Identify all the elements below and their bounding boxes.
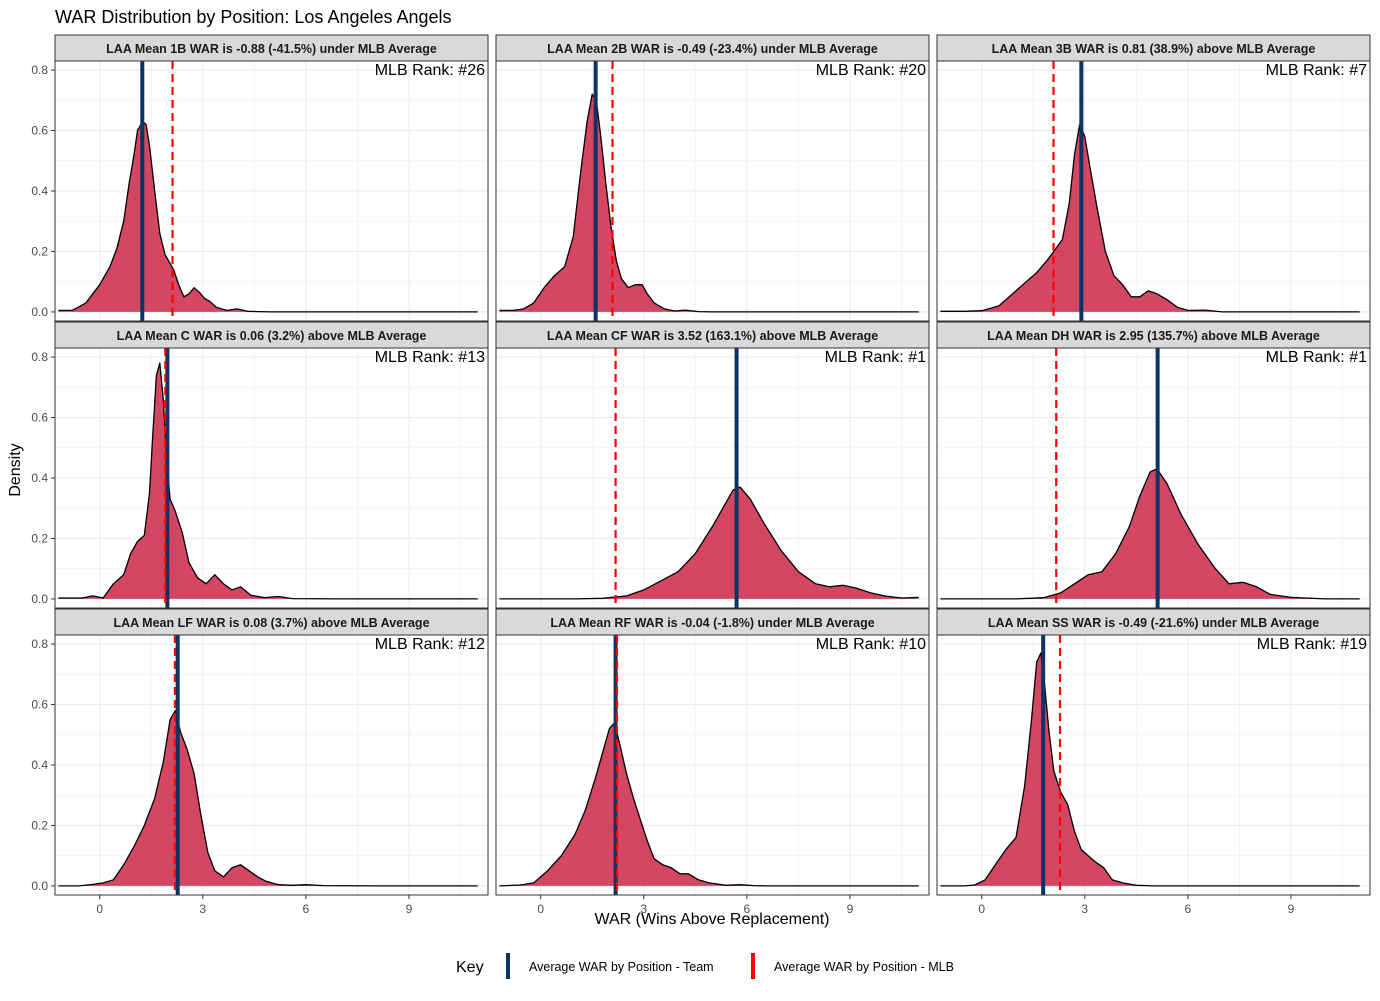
- density-area: [499, 722, 919, 886]
- y-tick-label: 0.4: [31, 758, 48, 772]
- legend-label-team: Average WAR by Position - Team: [529, 960, 714, 974]
- y-tick-label: 0.0: [31, 879, 48, 893]
- facet-panel: LAA Mean 3B WAR is 0.81 (38.9%) above ML…: [936, 34, 1371, 322]
- facet-strip-label: LAA Mean 3B WAR is 0.81 (38.9%) above ML…: [992, 42, 1316, 56]
- panel-border: [936, 347, 1371, 609]
- mlb-rank-label: MLB Rank: #12: [375, 636, 485, 653]
- facet-panel: LAA Mean DH WAR is 2.95 (135.7%) above M…: [936, 321, 1371, 609]
- density-curve: [940, 123, 1360, 313]
- y-tick-label: 0.4: [31, 184, 48, 198]
- x-tick-label: 6: [303, 902, 310, 916]
- density-curve: [499, 93, 919, 313]
- facet-panels: LAA Mean 1B WAR is -0.88 (-41.5%) under …: [31, 34, 1371, 916]
- facet-strip-label: LAA Mean LF WAR is 0.08 (3.7%) above MLB…: [113, 616, 429, 630]
- y-tick-label: 0.0: [31, 592, 48, 606]
- facet-panel: LAA Mean CF WAR is 3.52 (163.1%) above M…: [495, 321, 930, 609]
- facet-strip: [54, 34, 489, 62]
- y-tick-label: 0.8: [31, 637, 48, 651]
- density-curve: [58, 362, 478, 600]
- x-tick-label: 9: [1288, 902, 1295, 916]
- facet-panel: LAA Mean LF WAR is 0.08 (3.7%) above MLB…: [31, 608, 489, 916]
- legend-label-mlb: Average WAR by Position - MLB: [774, 960, 954, 974]
- facet-strip: [495, 321, 930, 349]
- facet-strip: [54, 608, 489, 636]
- chart-title: WAR Distribution by Position: Los Angele…: [55, 7, 452, 27]
- panel-border: [495, 634, 930, 896]
- y-tick-label: 0.6: [31, 698, 48, 712]
- density-area: [499, 487, 919, 599]
- x-tick-label: 3: [1081, 902, 1088, 916]
- facet-panel: LAA Mean 1B WAR is -0.88 (-41.5%) under …: [31, 34, 489, 322]
- panel-border: [495, 347, 930, 609]
- y-tick-label: 0.6: [31, 124, 48, 138]
- y-tick-label: 0.2: [31, 818, 48, 832]
- y-tick-label: 0.6: [31, 411, 48, 425]
- panel-border: [936, 60, 1371, 322]
- density-curve: [499, 486, 919, 600]
- mlb-rank-label: MLB Rank: #13: [375, 349, 485, 366]
- y-tick-label: 0.8: [31, 63, 48, 77]
- density-area: [58, 121, 478, 312]
- density-area: [940, 124, 1360, 312]
- mlb-rank-label: MLB Rank: #7: [1266, 62, 1367, 79]
- density-area: [58, 363, 478, 599]
- facet-panel: LAA Mean RF WAR is -0.04 (-1.8%) under M…: [495, 608, 930, 916]
- mlb-rank-label: MLB Rank: #1: [825, 349, 926, 366]
- mlb-rank-label: MLB Rank: #26: [375, 62, 485, 79]
- x-tick-label: 0: [96, 902, 103, 916]
- density-curve: [58, 709, 478, 887]
- x-axis-label: WAR (Wins Above Replacement): [594, 911, 829, 928]
- density-area: [940, 468, 1360, 599]
- y-axis-label: Density: [7, 443, 24, 496]
- facet-strip: [54, 321, 489, 349]
- x-tick-label: 3: [640, 902, 647, 916]
- x-tick-label: 6: [1185, 902, 1192, 916]
- y-tick-label: 0.4: [31, 471, 48, 485]
- facet-strip-label: LAA Mean C WAR is 0.06 (3.2%) above MLB …: [117, 329, 427, 343]
- facet-strip-label: LAA Mean DH WAR is 2.95 (135.7%) above M…: [987, 329, 1320, 343]
- legend-title: Key: [456, 959, 484, 976]
- x-tick-label: 9: [406, 902, 413, 916]
- facet-strip-label: LAA Mean 2B WAR is -0.49 (-23.4%) under …: [547, 42, 878, 56]
- facet-strip: [936, 608, 1371, 636]
- x-tick-label: 0: [537, 902, 544, 916]
- mlb-rank-label: MLB Rank: #1: [1266, 349, 1367, 366]
- facet-panel: LAA Mean C WAR is 0.06 (3.2%) above MLB …: [31, 321, 489, 609]
- density-curve: [940, 652, 1360, 887]
- x-tick-label: 3: [199, 902, 206, 916]
- density-curve: [58, 120, 478, 313]
- facet-panel: LAA Mean 2B WAR is -0.49 (-23.4%) under …: [495, 34, 930, 322]
- y-tick-label: 0.8: [31, 350, 48, 364]
- panel-border: [495, 60, 930, 322]
- mlb-rank-label: MLB Rank: #10: [816, 636, 926, 653]
- mlb-rank-label: MLB Rank: #20: [816, 62, 926, 79]
- facet-strip-label: LAA Mean CF WAR is 3.52 (163.1%) above M…: [547, 329, 878, 343]
- x-tick-label: 9: [847, 902, 854, 916]
- density-area: [58, 710, 478, 886]
- density-area: [940, 653, 1360, 886]
- legend: Key Average WAR by Position - Team Avera…: [456, 953, 954, 979]
- density-curve: [940, 468, 1360, 600]
- x-tick-label: 0: [978, 902, 985, 916]
- facet-strip-label: LAA Mean SS WAR is -0.49 (-21.6%) under …: [988, 616, 1319, 630]
- facet-strip: [936, 34, 1371, 62]
- mlb-rank-label: MLB Rank: #19: [1257, 636, 1367, 653]
- density-area: [499, 94, 919, 312]
- facet-strip-label: LAA Mean RF WAR is -0.04 (-1.8%) under M…: [550, 616, 874, 630]
- facet-panel: LAA Mean SS WAR is -0.49 (-21.6%) under …: [936, 608, 1371, 916]
- x-tick-label: 6: [744, 902, 751, 916]
- density-curve: [499, 722, 919, 887]
- panel-border: [936, 634, 1371, 896]
- y-tick-label: 0.2: [31, 244, 48, 258]
- y-tick-label: 0.0: [31, 305, 48, 319]
- y-tick-label: 0.2: [31, 531, 48, 545]
- facet-strip-label: LAA Mean 1B WAR is -0.88 (-41.5%) under …: [106, 42, 437, 56]
